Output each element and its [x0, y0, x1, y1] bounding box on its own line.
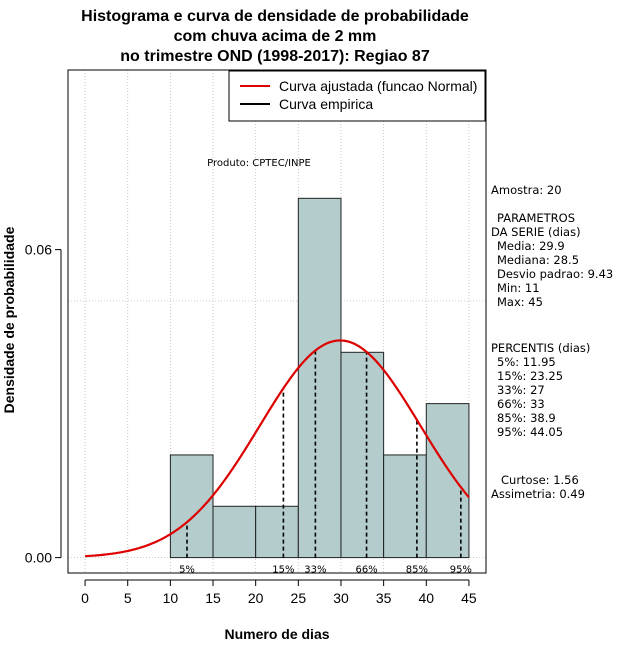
side-panel: Amostra: 20 PARAMETROS DA SERIE (dias) M…: [491, 183, 613, 501]
histogram-bar: [297, 197, 342, 559]
x-tick-label: 5: [124, 590, 132, 606]
percentile-85: 85%: 38.9: [497, 411, 556, 425]
legend-label-normal: Curva ajustada (funcao Normal): [279, 78, 477, 94]
histogram-bar: [169, 454, 214, 559]
x-tick-label: 45: [461, 590, 477, 606]
histogram-bar: [255, 505, 299, 559]
sample-size: Amostra: 20: [491, 183, 562, 197]
legend-label-empirical: Curva empirica: [279, 96, 373, 112]
stat-sd: Desvio padrao: 9.43: [497, 267, 613, 281]
x-tick-label: 25: [291, 590, 307, 606]
histogram-bar: [340, 351, 385, 559]
x-tick-label: 15: [205, 590, 221, 606]
percentile-label: 33%: [304, 565, 326, 576]
percentile-label: 95%: [450, 565, 472, 576]
params-title: PARAMETROS: [497, 211, 575, 225]
stat-mean: Media: 29.9: [497, 239, 565, 253]
normal-fit-curve: [84, 339, 470, 558]
curve-layer: [84, 339, 470, 558]
chart-title-line-2: com chuva acima de 2 mm: [174, 28, 377, 45]
axis-layer: 0 5 10 15 20 25 30 35 40 45 0.00 0.06: [25, 242, 477, 606]
legend-box: [228, 70, 486, 122]
percentiles-title: PERCENTIS (dias): [491, 341, 590, 355]
percentile-label: 85%: [406, 565, 428, 576]
x-tick-label: 30: [333, 590, 349, 606]
y-tick-label: 0.06: [25, 242, 52, 258]
bars-layer: [169, 197, 470, 559]
x-axis-label: Numero de dias: [224, 626, 329, 642]
chart-title-line-3: no trimestre OND (1998-2017): Regiao 87: [120, 48, 430, 65]
stat-median: Mediana: 28.5: [497, 253, 579, 267]
x-tick-label: 20: [248, 590, 264, 606]
stat-min: Min: 11: [497, 281, 540, 295]
percentile-layer: 5% 15% 33% 66% 85% 95%: [179, 350, 472, 576]
histogram-bar: [212, 505, 257, 559]
percentile-label: 5%: [179, 565, 195, 576]
histogram-bar: [383, 454, 427, 559]
y-axis-label: Densidade de probabilidade: [1, 226, 17, 413]
x-tick-label: 0: [81, 590, 89, 606]
legend: Curva ajustada (funcao Normal) Curva emp…: [228, 70, 486, 122]
percentile-33: 33%: 27: [497, 383, 545, 397]
x-tick-label: 10: [163, 590, 179, 606]
stat-max: Max: 45: [497, 295, 543, 309]
stat-skewness: Assimetria: 0.49: [491, 487, 585, 501]
percentile-66: 66%: 33: [497, 397, 545, 411]
percentile-95: 95%: 44.05: [497, 425, 563, 439]
x-tick-label: 40: [418, 590, 434, 606]
chart-title-line-1: Histograma e curva de densidade de proba…: [81, 8, 469, 25]
stat-kurtosis: Curtose: 1.56: [501, 473, 579, 487]
percentile-label: 66%: [355, 565, 377, 576]
y-tick-label: 0.00: [25, 550, 52, 566]
params-subtitle: DA SERIE (dias): [491, 225, 581, 239]
plot-frame: [67, 69, 487, 574]
percentile-label: 15%: [272, 565, 294, 576]
percentile-5: 5%: 11.95: [497, 355, 556, 369]
histogram-bar: [425, 403, 470, 559]
x-tick-label: 35: [376, 590, 392, 606]
product-annotation: Produto: CPTEC/INPE: [207, 158, 311, 169]
percentile-15: 15%: 23.25: [497, 369, 563, 383]
